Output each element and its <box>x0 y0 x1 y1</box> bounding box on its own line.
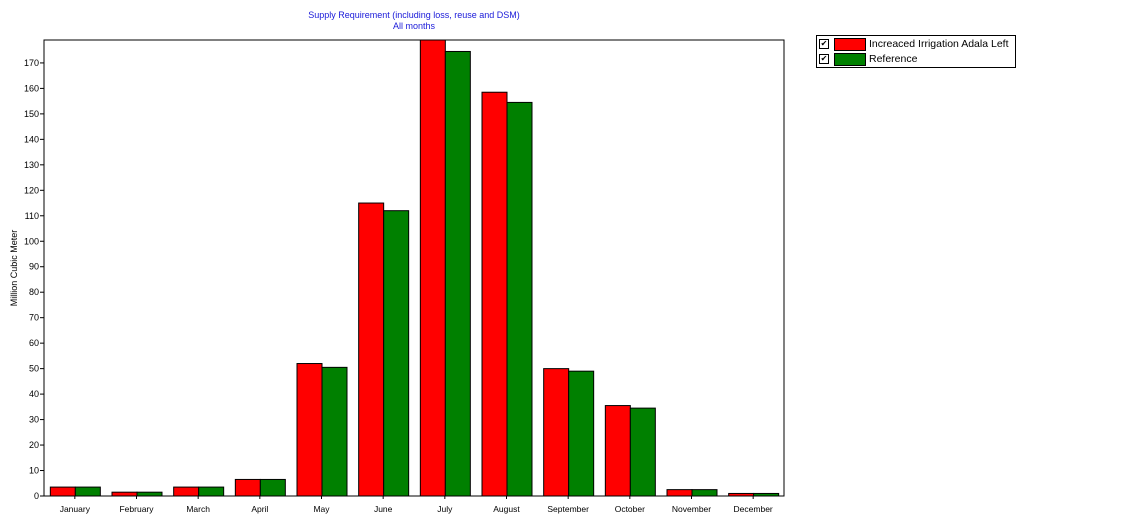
bar-series-2-june <box>383 210 410 497</box>
bar-series-2-september <box>568 370 595 497</box>
bar-series-1-october <box>604 405 631 497</box>
bar-series-2-april <box>259 478 286 497</box>
x-tick-label: January <box>60 504 91 514</box>
x-tick-label: May <box>313 504 330 514</box>
bar-series-1-january <box>49 486 76 497</box>
bar-series-2-march <box>198 486 225 497</box>
bar-series-2-january <box>74 486 101 497</box>
y-tick-label: 110 <box>25 211 39 221</box>
y-tick-label: 0 <box>34 491 39 501</box>
y-tick-label: 90 <box>29 262 39 272</box>
x-tick-label: August <box>493 504 520 514</box>
bar-chart: 0 10 20 30 40 50 60 70 80 90 100 110 120 130 140 150 160… <box>9 39 785 514</box>
bar-series-1-february <box>111 491 138 497</box>
y-tick-label: 60 <box>29 338 39 348</box>
legend-label-series-2: Reference <box>869 53 918 65</box>
bar-series-1-march <box>173 486 200 497</box>
y-tick-label: 170 <box>24 58 39 68</box>
bar-series-1-april <box>234 478 261 497</box>
bar-series-1-june <box>358 202 385 497</box>
bar-series-1-september <box>543 368 570 497</box>
bar-series-1-december <box>728 492 755 497</box>
x-tick-label: February <box>119 504 154 514</box>
bar-series-2-august <box>506 101 533 497</box>
bar-series-1-july <box>419 39 446 497</box>
chart-title: Supply Requirement (including loss, reus… <box>308 10 520 20</box>
x-tick-label: October <box>615 504 645 514</box>
bar-series-2-october <box>629 407 656 497</box>
x-tick-label: July <box>437 504 453 514</box>
x-tick-label: March <box>186 504 210 514</box>
x-tick-label: June <box>374 504 393 514</box>
chart-legend: ✔ Increaced Irrigation Adala Left ✔ Refe… <box>816 35 1016 68</box>
legend-checkbox-series-1[interactable]: ✔ <box>819 39 829 49</box>
x-tick-label: April <box>251 504 268 514</box>
y-axis-label: Million Cubic Meter <box>9 230 19 307</box>
y-tick-label: 160 <box>24 83 39 93</box>
x-tick-label: September <box>547 504 589 514</box>
legend-item-series-1[interactable]: ✔ Increaced Irrigation Adala Left <box>817 37 1015 51</box>
x-tick-label: November <box>672 504 711 514</box>
bar-series-2-may <box>321 366 348 497</box>
y-tick-label: 70 <box>29 313 39 323</box>
y-tick-label: 50 <box>29 364 39 374</box>
legend-item-series-2[interactable]: ✔ Reference <box>817 52 1015 66</box>
y-tick-label: 20 <box>29 440 39 450</box>
legend-label-series-1: Increaced Irrigation Adala Left <box>869 38 1009 50</box>
y-tick-label: 40 <box>29 389 39 399</box>
y-tick-label: 130 <box>24 160 39 170</box>
bar-series-1-august <box>481 91 508 497</box>
y-tick-label: 10 <box>29 466 39 476</box>
y-tick-label: 100 <box>24 236 39 246</box>
legend-checkbox-series-2[interactable]: ✔ <box>819 54 829 64</box>
chart-subtitle: All months <box>392 21 436 31</box>
legend-swatch-series-1 <box>834 38 866 51</box>
y-tick-label: 80 <box>29 287 39 297</box>
bar-series-2-february <box>136 491 163 497</box>
x-tick-label: December <box>734 504 773 514</box>
legend-swatch-series-2 <box>834 53 866 66</box>
bar-series-1-may <box>296 363 323 497</box>
y-tick-label: 150 <box>24 109 39 119</box>
bar-series-2-december <box>753 492 780 497</box>
bar-series-1-november <box>666 489 693 497</box>
y-tick-label: 30 <box>29 415 39 425</box>
y-tick-label: 120 <box>24 185 39 195</box>
bar-series-2-november <box>691 489 718 497</box>
y-tick-label: 140 <box>24 134 39 144</box>
plot-frame <box>43 39 785 497</box>
bar-series-2-july <box>444 50 471 497</box>
